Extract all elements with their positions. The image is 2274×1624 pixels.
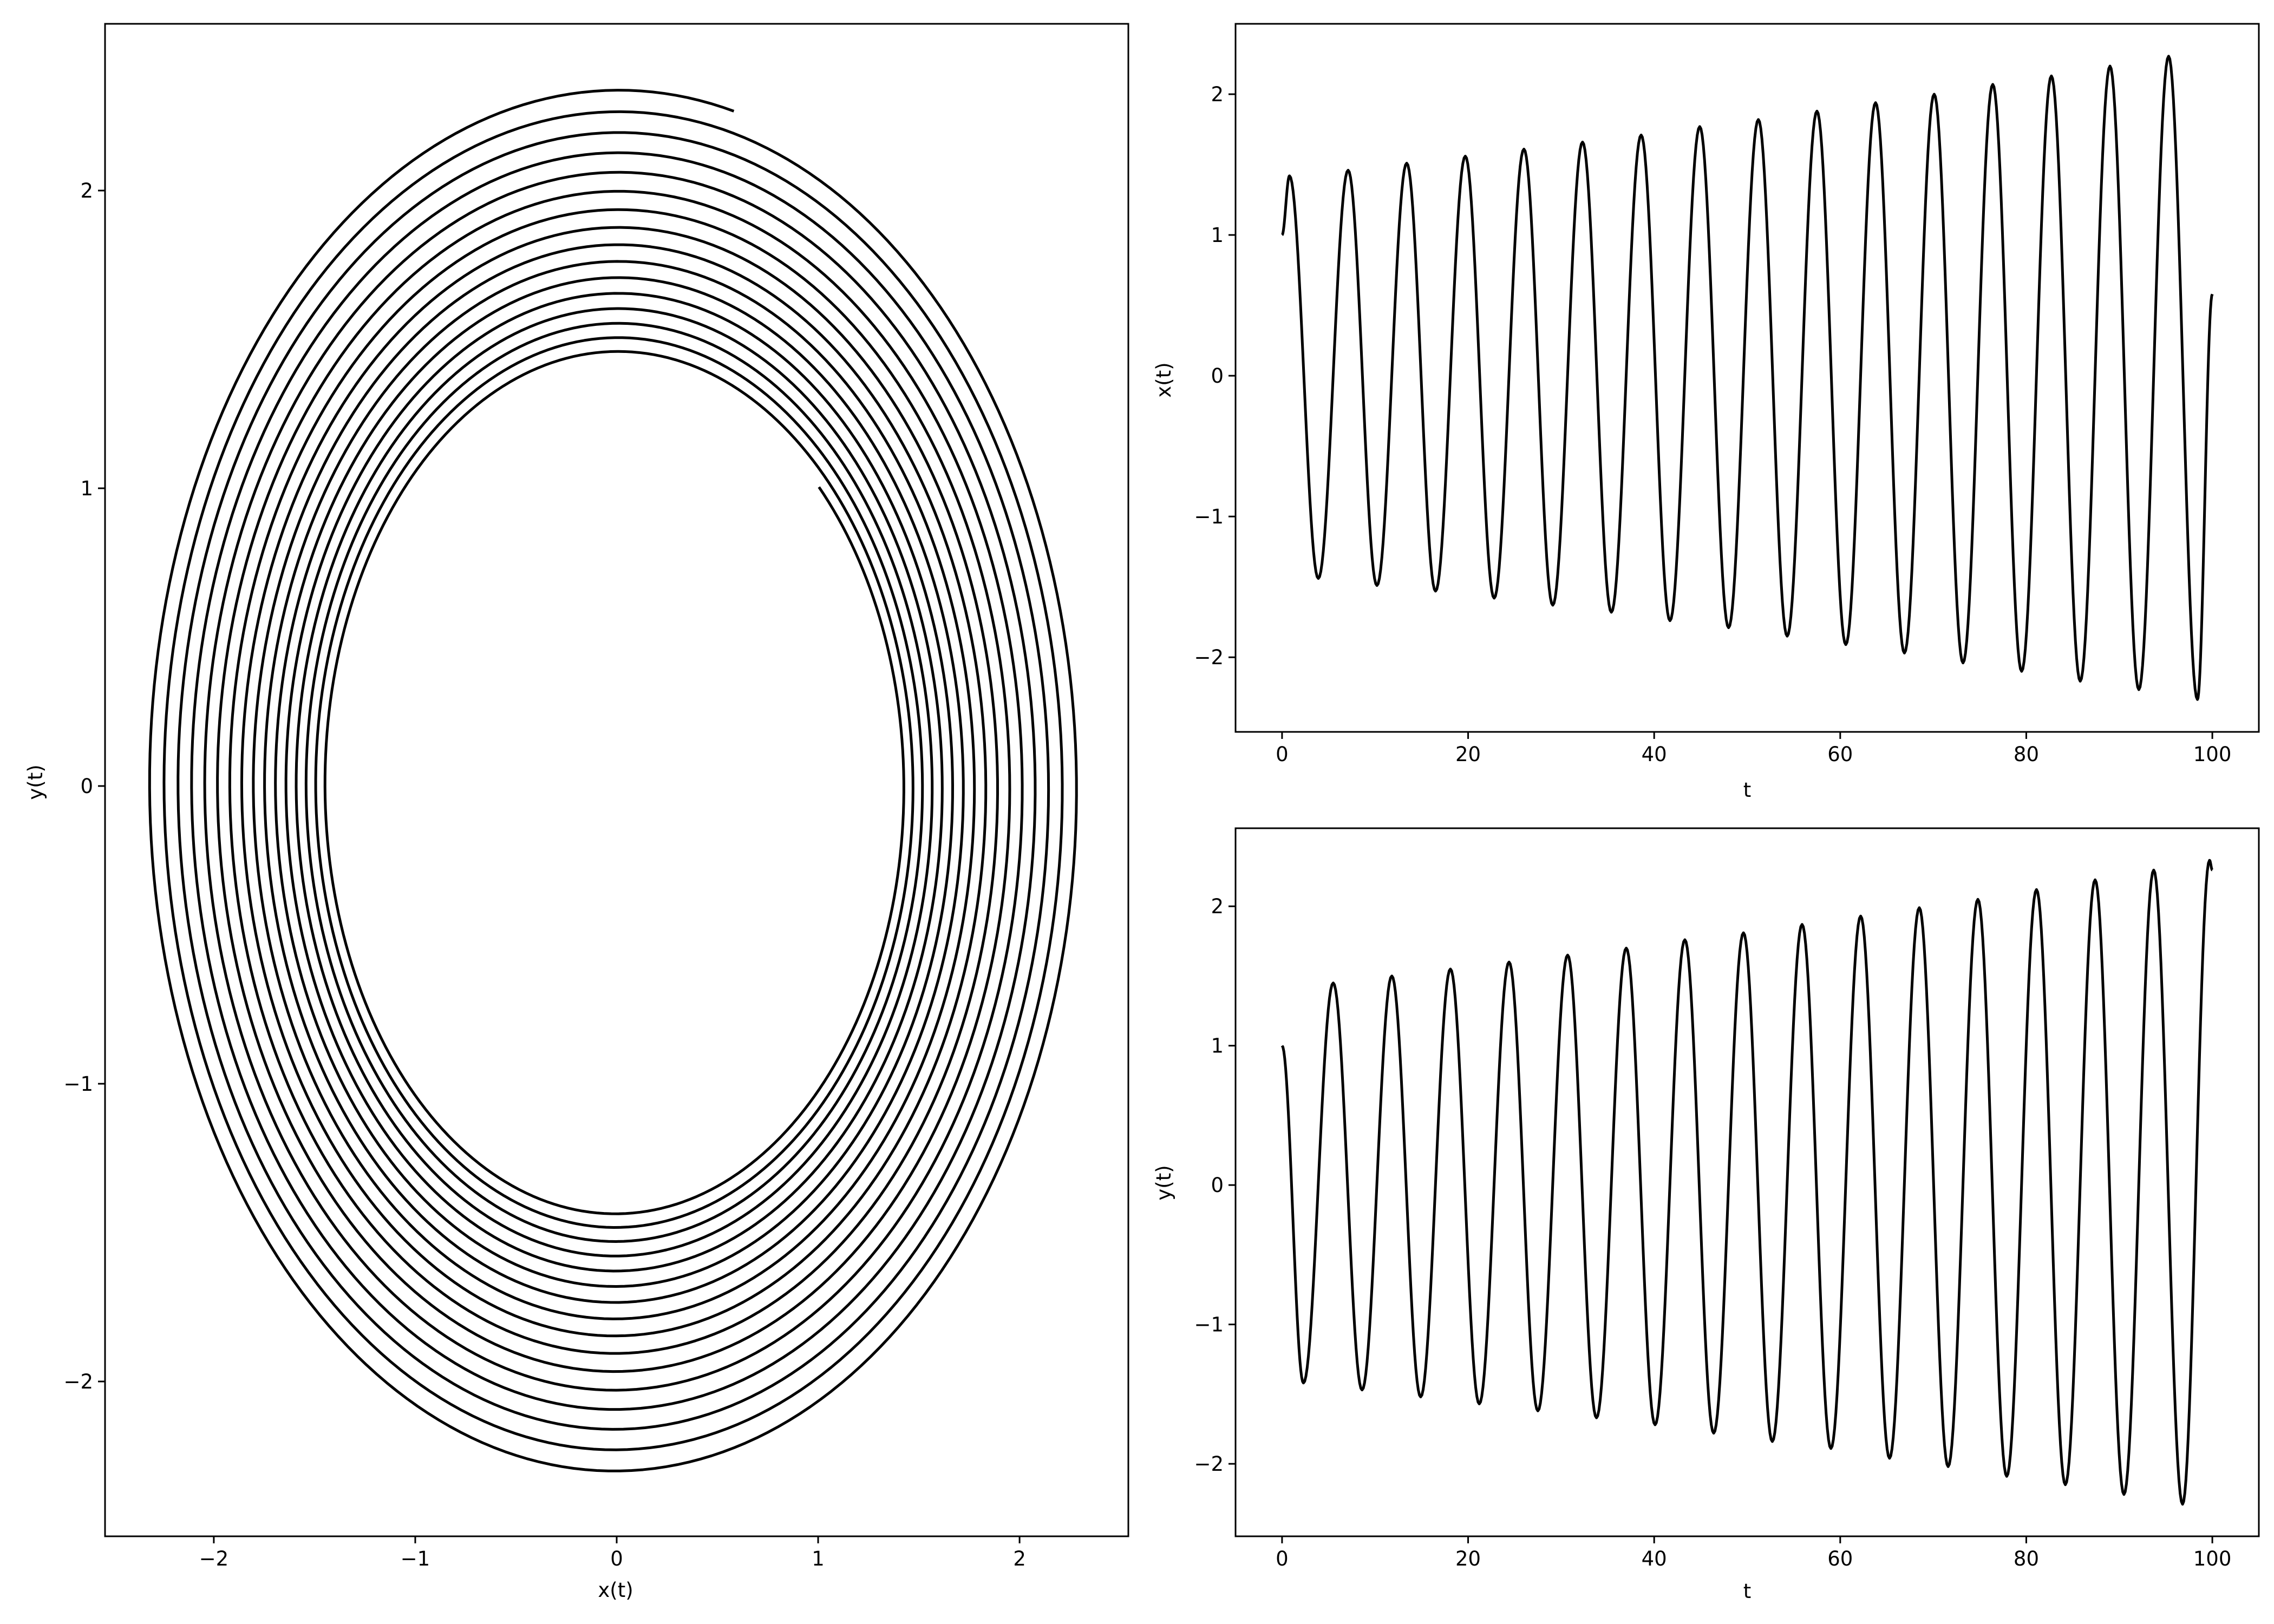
y-series-y-tick-label: −1 — [1194, 1313, 1224, 1337]
phase-x-axis-label: x(t) — [598, 1579, 633, 1602]
x-series-y-tick-label: 2 — [1211, 83, 1224, 106]
phase-y-tick-label: 0 — [80, 775, 93, 798]
x-series-x-tick-label: 100 — [2193, 743, 2232, 766]
phase-y-tick-label: −1 — [63, 1072, 93, 1096]
x-series-y-tick-label: −2 — [1194, 646, 1224, 669]
x-series-x-axis-label: t — [1743, 778, 1752, 802]
y-series-x-tick-label: 40 — [1642, 1547, 1667, 1570]
y-plot-area — [1234, 827, 2260, 1537]
phase-y-tick-label: 2 — [80, 179, 93, 202]
x-series-x-tick-label: 0 — [1276, 743, 1289, 766]
x-ticks: 0 20 40 60 80 100 −2 −1 0 1 2 — [1194, 83, 2231, 766]
y-series-x-tick-label: 20 — [1455, 1547, 1481, 1570]
phase-x-tick-label: 1 — [812, 1547, 825, 1570]
y-ticks: 0 20 40 60 80 100 −2 −1 0 1 2 — [1194, 895, 2231, 1570]
x-series-y-axis-label: x(t) — [1152, 362, 1175, 397]
y-series-x-axis-label: t — [1743, 1580, 1752, 1603]
phase-y-tick-label: −2 — [63, 1370, 93, 1393]
y-series-x-tick-label: 60 — [1827, 1547, 1853, 1570]
y-time-series-panel: 0 20 40 60 80 100 −2 −1 0 1 2 t y(t) — [1152, 827, 2260, 1603]
x-series-y-tick-label: 1 — [1211, 224, 1224, 247]
y-series-y-tick-label: 1 — [1211, 1034, 1224, 1058]
y-series-y-tick-label: 2 — [1211, 895, 1224, 918]
y-series-line — [1280, 859, 2214, 1506]
x-series-x-tick-label: 20 — [1455, 743, 1481, 766]
y-series-x-tick-label: 0 — [1276, 1547, 1289, 1570]
y-series-x-tick-label: 100 — [2193, 1547, 2232, 1570]
x-series-x-tick-label: 80 — [2014, 743, 2039, 766]
x-series-axes-frame — [1234, 23, 2260, 733]
x-series-x-tick-label: 40 — [1642, 743, 1667, 766]
phase-x-tick-label: −2 — [199, 1547, 229, 1570]
y-series-axes-frame — [1234, 827, 2260, 1537]
y-series-y-tick-label: 0 — [1211, 1174, 1224, 1197]
x-series-line — [1280, 55, 2214, 701]
x-series-y-tick-label: −1 — [1194, 505, 1224, 528]
phase-ticks: −2 −1 0 1 2 −2 −1 0 1 2 — [63, 179, 1025, 1570]
y-series-x-tick-label: 80 — [2014, 1547, 2039, 1570]
x-plot-area — [1234, 23, 2260, 733]
y-series-y-tick-label: −2 — [1194, 1452, 1224, 1476]
x-time-series-panel: 0 20 40 60 80 100 −2 −1 0 1 2 t x(t) — [1152, 23, 2260, 802]
phase-x-tick-label: 0 — [610, 1547, 623, 1570]
phase-y-axis-label: y(t) — [24, 764, 47, 800]
phase-spiral-line — [148, 89, 1078, 1472]
phase-x-tick-label: 2 — [1013, 1547, 1026, 1570]
phase-portrait-panel: −2 −1 0 1 2 −2 −1 0 1 2 x(t) y(t) — [24, 23, 1129, 1602]
phase-x-tick-label: −1 — [401, 1547, 430, 1570]
phase-y-tick-label: 1 — [80, 477, 93, 500]
y-series-y-axis-label: y(t) — [1152, 1165, 1175, 1200]
x-series-x-tick-label: 60 — [1827, 743, 1853, 766]
x-series-y-tick-label: 0 — [1211, 364, 1224, 388]
